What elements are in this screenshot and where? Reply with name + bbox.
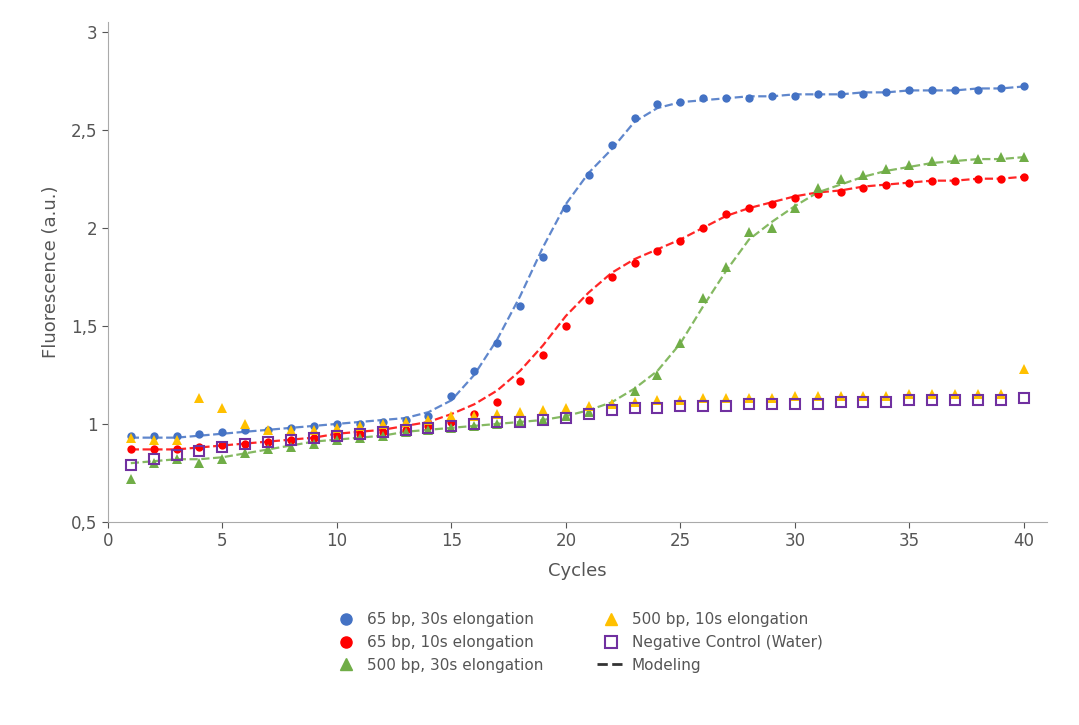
Legend: 65 bp, 30s elongation, 65 bp, 10s elongation, 500 bp, 30s elongation, 500 bp, 10: 65 bp, 30s elongation, 65 bp, 10s elonga…: [324, 605, 831, 680]
X-axis label: Cycles: Cycles: [548, 562, 606, 579]
Y-axis label: Fluorescence (a.u.): Fluorescence (a.u.): [42, 186, 59, 358]
